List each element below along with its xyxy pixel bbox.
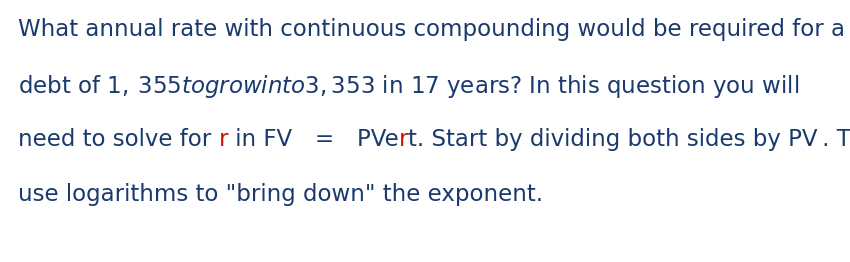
Text: t. Start by dividing both sides by PV . Then: t. Start by dividing both sides by PV . …	[408, 128, 850, 151]
Text: need to solve for: need to solve for	[18, 128, 218, 151]
Text: use logarithms to "bring down" the exponent.: use logarithms to "bring down" the expon…	[18, 183, 543, 206]
Text: debt of $1, 355 to grow into $3, 353 in 17 years? In this question you will: debt of $1, 355 to grow into $3, 353 in …	[18, 73, 799, 100]
Text: What annual rate with continuous compounding would be required for a: What annual rate with continuous compoun…	[18, 18, 845, 41]
Text: in FV = PVe: in FV = PVe	[228, 128, 399, 151]
Text: r: r	[399, 128, 408, 151]
Text: r: r	[218, 128, 228, 151]
